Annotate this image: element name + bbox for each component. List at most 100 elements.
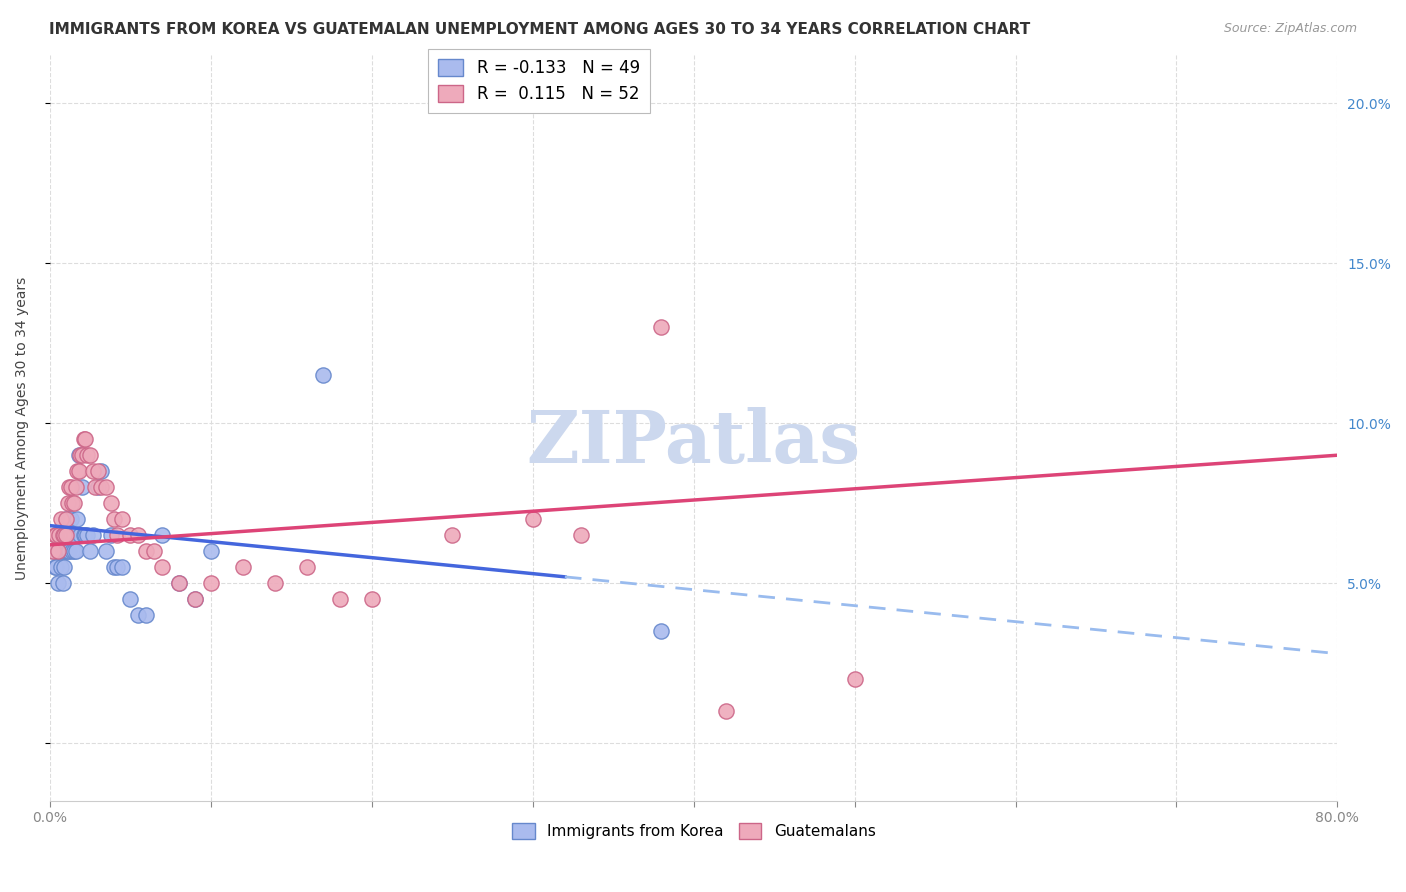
Point <box>52 544 75 558</box>
Point <box>48 528 70 542</box>
Point <box>120 592 142 607</box>
Point <box>46 544 69 558</box>
Point <box>55 544 77 558</box>
Point <box>49 512 72 526</box>
Point <box>55 512 77 526</box>
Point <box>76 528 98 542</box>
Point <box>72 432 94 446</box>
Point <box>63 528 86 542</box>
Point <box>65 544 87 558</box>
Point <box>69 528 91 542</box>
Point <box>297 560 319 574</box>
Point <box>67 448 90 462</box>
Point <box>60 496 83 510</box>
Point <box>70 480 93 494</box>
Point <box>65 480 87 494</box>
Legend: Immigrants from Korea, Guatemalans: Immigrants from Korea, Guatemalans <box>506 817 882 846</box>
Point <box>45 560 67 574</box>
Point <box>183 592 205 607</box>
Point <box>79 448 101 462</box>
Point <box>59 512 82 526</box>
Point <box>69 448 91 462</box>
Point <box>360 592 382 607</box>
Point <box>844 672 866 686</box>
Point <box>167 576 190 591</box>
Point <box>48 544 70 558</box>
Point <box>650 320 672 334</box>
Point <box>111 512 134 526</box>
Point <box>55 512 77 526</box>
Point <box>63 544 86 558</box>
Point <box>143 544 166 558</box>
Point <box>44 528 66 542</box>
Point <box>53 528 76 542</box>
Point <box>82 528 104 542</box>
Point <box>53 560 76 574</box>
Point <box>183 592 205 607</box>
Point <box>72 528 94 542</box>
Point <box>56 496 79 510</box>
Point <box>107 560 129 574</box>
Point <box>127 528 149 542</box>
Point <box>59 528 82 542</box>
Point <box>135 608 157 623</box>
Point <box>83 480 105 494</box>
Point <box>49 560 72 574</box>
Point <box>107 528 129 542</box>
Point <box>103 560 125 574</box>
Point <box>111 560 134 574</box>
Point <box>90 464 112 478</box>
Point <box>52 528 75 542</box>
Point <box>650 624 672 639</box>
Point <box>96 544 118 558</box>
Point <box>49 528 72 542</box>
Point <box>100 528 122 542</box>
Point <box>135 544 157 558</box>
Point <box>56 528 79 542</box>
Point <box>46 576 69 591</box>
Point <box>264 576 287 591</box>
Point <box>44 560 66 574</box>
Point <box>42 544 65 558</box>
Point <box>67 464 90 478</box>
Point <box>63 496 86 510</box>
Point <box>42 544 65 558</box>
Point <box>152 528 174 542</box>
Point <box>441 528 464 542</box>
Point <box>66 512 89 526</box>
Point <box>66 464 89 478</box>
Point <box>70 448 93 462</box>
Point <box>200 576 222 591</box>
Point <box>127 608 149 623</box>
Point <box>82 464 104 478</box>
Point <box>120 528 142 542</box>
Point <box>56 544 79 558</box>
Point <box>714 704 737 718</box>
Point <box>100 496 122 510</box>
Point <box>55 528 77 542</box>
Text: ZIPatlas: ZIPatlas <box>527 408 860 478</box>
Point <box>328 592 350 607</box>
Text: IMMIGRANTS FROM KOREA VS GUATEMALAN UNEMPLOYMENT AMONG AGES 30 TO 34 YEARS CORRE: IMMIGRANTS FROM KOREA VS GUATEMALAN UNEM… <box>49 22 1031 37</box>
Point <box>87 480 110 494</box>
Point <box>90 480 112 494</box>
Point <box>232 560 254 574</box>
Point <box>58 544 80 558</box>
Point <box>75 432 97 446</box>
Point <box>58 480 80 494</box>
Point <box>79 544 101 558</box>
Point <box>46 544 69 558</box>
Point <box>60 544 83 558</box>
Point <box>58 512 80 526</box>
Point <box>152 560 174 574</box>
Point <box>103 512 125 526</box>
Point <box>76 448 98 462</box>
Point <box>522 512 544 526</box>
Point <box>167 576 190 591</box>
Y-axis label: Unemployment Among Ages 30 to 34 years: Unemployment Among Ages 30 to 34 years <box>15 277 30 580</box>
Point <box>45 528 67 542</box>
Point <box>312 368 335 383</box>
Point <box>569 528 592 542</box>
Point <box>96 480 118 494</box>
Point <box>53 544 76 558</box>
